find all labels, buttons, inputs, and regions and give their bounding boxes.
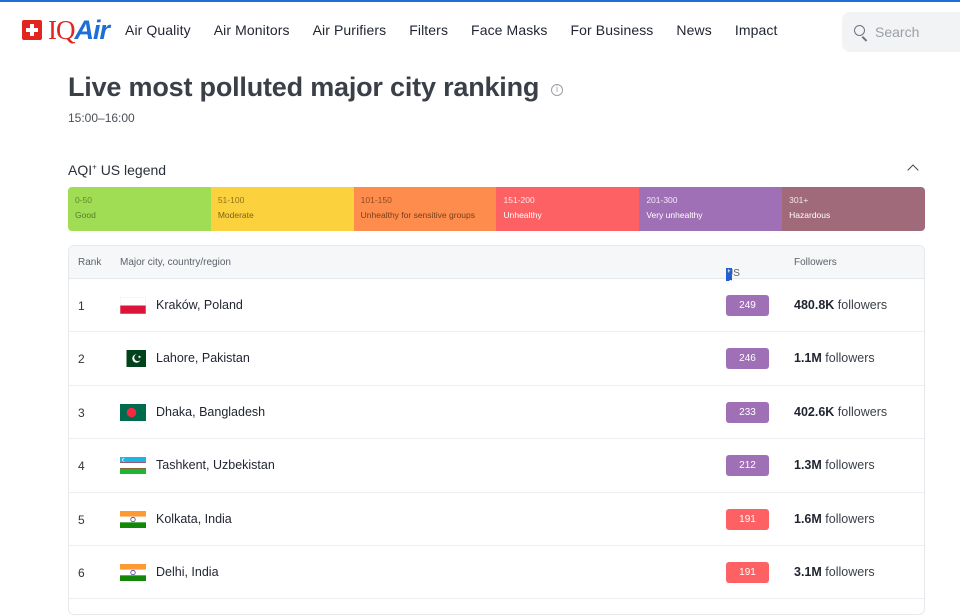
- followers-count: 1.1M: [794, 351, 822, 366]
- followers-suffix: followers: [825, 564, 875, 579]
- main-nav: Air Quality Air Monitors Air Purifiers F…: [125, 22, 800, 38]
- row-followers: 1.3M followers: [794, 458, 875, 472]
- legend-segment-6: 301+ Hazardous: [782, 187, 925, 231]
- site-header: IQAir Air Quality Air Monitors Air Purif…: [0, 2, 960, 60]
- row-city[interactable]: Kolkata, India: [156, 511, 232, 526]
- followers-suffix: followers: [837, 298, 888, 312]
- aqi-badge: 233: [726, 401, 769, 423]
- time-range: 15:00–16:00: [68, 111, 135, 125]
- row-city[interactable]: Kraków, Poland: [156, 298, 243, 312]
- info-icon[interactable]: i: [551, 84, 563, 96]
- followers-count: 480.8K: [794, 298, 835, 312]
- nav-impact[interactable]: Impact: [734, 22, 778, 38]
- nav-air-quality[interactable]: Air Quality: [125, 22, 191, 38]
- row-followers: 1.1M followers: [794, 351, 875, 365]
- aqi-legend-bar: 0-50 Good 51-100 Moderate 101-150 Unhealthy f…: [68, 187, 925, 231]
- row-followers: 1.6M followers: [794, 512, 875, 526]
- uzbekistan-flag-icon: [120, 457, 146, 475]
- legend-label: Good: [75, 210, 96, 220]
- row-followers: 3.1M followers: [794, 565, 875, 579]
- row-rank: 1: [78, 299, 85, 313]
- legend-label: Unhealthy: [503, 210, 542, 220]
- top-accent-line: [0, 0, 960, 2]
- followers-suffix: followers: [825, 351, 875, 366]
- table-row[interactable]: 2 Lahore, Pakistan 246 1.1M followers: [69, 332, 924, 386]
- row-rank: 4: [78, 459, 85, 474]
- table-header: Rank Major city, country/region AQI + US …: [69, 246, 924, 290]
- followers-suffix: followers: [825, 511, 875, 526]
- search-input[interactable]: [875, 24, 960, 40]
- aqi-badge: 246: [726, 348, 769, 370]
- nav-face-masks[interactable]: Face Masks: [471, 22, 548, 38]
- legend-segment-2: 51-100 Moderate: [210, 187, 354, 231]
- chevron-up-icon[interactable]: [907, 164, 919, 176]
- followers-count: 1.6M: [794, 511, 822, 526]
- followers-suffix: followers: [825, 458, 875, 473]
- row-rank: 5: [78, 512, 85, 527]
- india-flag-icon: [120, 510, 146, 528]
- search-icon: [854, 24, 869, 40]
- legend-range: 151-200: [503, 195, 535, 205]
- logo-iq-text: IQ: [48, 15, 75, 45]
- table-row[interactable]: 1 Kraków, Poland 249 480.8K followers: [69, 279, 924, 333]
- aqi-badge: 212: [726, 455, 769, 477]
- legend-range: 201-300: [646, 195, 678, 205]
- legend-label: Hazardous: [789, 210, 831, 220]
- table-row[interactable]: 3 Dhaka, Bangladesh 233 402.6K followers: [69, 386, 924, 440]
- aqi-badge: 249: [726, 295, 769, 316]
- bangladesh-flag-icon: [120, 403, 146, 421]
- row-city[interactable]: Tashkent, Uzbekistan: [156, 458, 275, 473]
- table-row[interactable]: 4 Tashkent, Uzbekistan 212 1.3M follower…: [69, 439, 924, 493]
- followers-suffix: followers: [837, 404, 888, 419]
- row-rank: 6: [78, 565, 85, 580]
- row-city[interactable]: Dhaka, Bangladesh: [156, 404, 266, 419]
- legend-segment-5: 201-300 Very unhealthy: [639, 187, 783, 231]
- row-city[interactable]: Lahore, Pakistan: [156, 351, 250, 366]
- swiss-flag-icon: [22, 20, 42, 40]
- header-rank: Rank: [78, 257, 102, 268]
- followers-count: 1.3M: [794, 458, 822, 473]
- logo-air-text: Air: [74, 15, 111, 45]
- legend-segment-3: 101-150 Unhealthy for sensitive groups: [353, 187, 497, 231]
- nav-for-business[interactable]: For Business: [570, 22, 654, 38]
- legend-range: 0-50: [75, 195, 93, 205]
- table-row[interactable]: 5 Kolkata, India 191 1.6M followers: [69, 493, 924, 546]
- row-rank: 2: [78, 352, 85, 367]
- legend-range: 51-100: [217, 195, 245, 205]
- followers-count: 3.1M: [794, 564, 822, 579]
- nav-air-purifiers[interactable]: Air Purifiers: [312, 22, 387, 38]
- legend-label: Moderate: [217, 210, 254, 220]
- followers-count: 402.6K: [794, 404, 835, 419]
- search-box[interactable]: [842, 12, 960, 52]
- legend-label: Unhealthy for sensitive groups: [360, 210, 475, 220]
- aqi-badge: 191: [726, 508, 769, 530]
- table-body: 1 Kraków, Poland 249 480.8K followers 2 …: [69, 279, 924, 600]
- legend-range: 101-150: [360, 195, 392, 205]
- nav-filters[interactable]: Filters: [409, 22, 449, 38]
- poland-flag-icon: [120, 297, 146, 314]
- legend-range: 301+: [789, 195, 809, 205]
- header-followers: Followers: [794, 257, 837, 268]
- legend-label: Very unhealthy: [646, 210, 703, 220]
- legend-segment-1: 0-50 Good: [68, 187, 211, 231]
- legend-title[interactable]: AQI+ US legend: [68, 162, 167, 178]
- row-rank: 3: [78, 405, 85, 420]
- india-flag-icon: [120, 563, 146, 581]
- header-city: Major city, country/region: [120, 257, 231, 268]
- row-city[interactable]: Delhi, India: [156, 564, 219, 579]
- ranking-table: Rank Major city, country/region AQI + US …: [68, 245, 925, 615]
- row-followers: 480.8K followers: [794, 298, 887, 312]
- nav-news[interactable]: News: [676, 22, 712, 38]
- iqair-logo[interactable]: IQAir: [22, 15, 111, 45]
- legend-segment-4: 151-200 Unhealthy: [496, 187, 640, 231]
- nav-air-monitors[interactable]: Air Monitors: [213, 22, 290, 38]
- pakistan-flag-icon: [120, 350, 146, 368]
- page-title: Live most polluted major city ranking: [68, 72, 540, 102]
- table-row[interactable]: 6 Delhi, India 191 3.1M followers: [69, 546, 924, 600]
- row-followers: 402.6K followers: [794, 405, 887, 419]
- aqi-badge: 191: [726, 561, 769, 583]
